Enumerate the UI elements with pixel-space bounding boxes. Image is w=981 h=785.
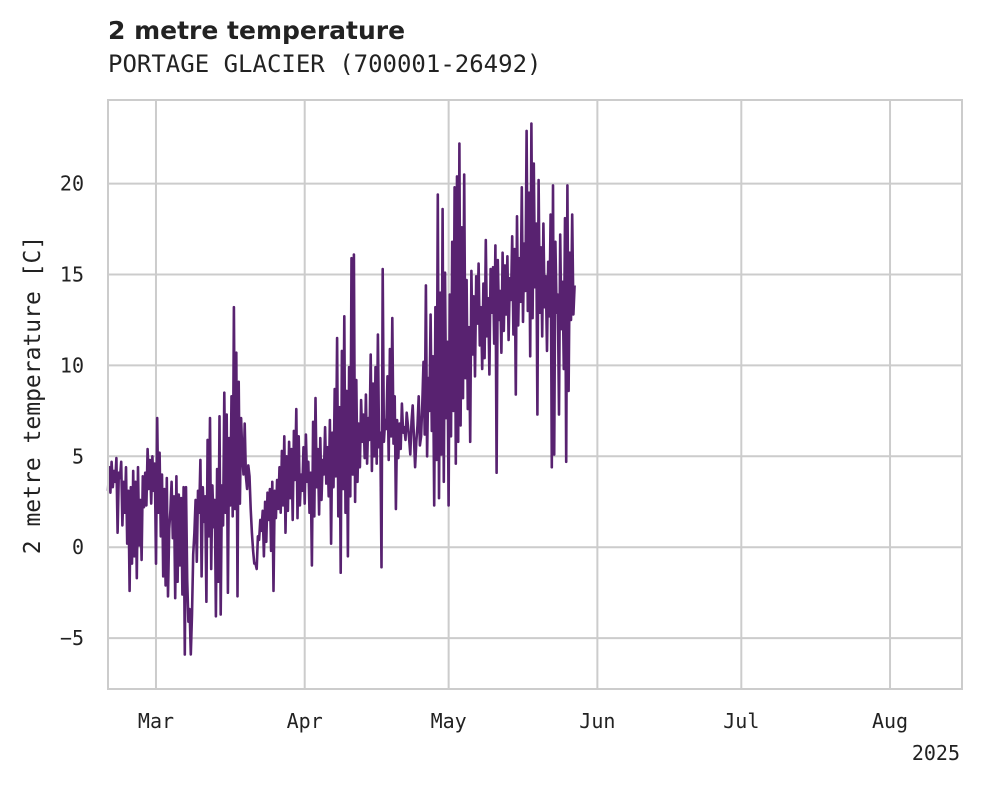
y-axis-label: 2 metre temperature [C]: [20, 236, 46, 555]
y-tick-label: 0: [72, 535, 84, 559]
y-tick-label: 20: [60, 172, 84, 196]
year-label: 2025: [912, 741, 960, 765]
series-layer: [106, 122, 576, 656]
x-tick-label: Aug: [872, 709, 908, 733]
y-tick-label: 5: [72, 444, 84, 468]
plot-frame: [107, 99, 963, 690]
y-tick-label: −5: [60, 626, 84, 650]
y-tick-label: 10: [60, 353, 84, 377]
chart-title: 2 metre temperature: [108, 16, 406, 45]
x-tick-label: Apr: [287, 709, 323, 733]
chart-subtitle: PORTAGE GLACIER (700001-26492): [108, 50, 542, 78]
x-tick-label: Jul: [723, 709, 759, 733]
x-tick-label: Jun: [579, 709, 615, 733]
x-tick-label: May: [431, 709, 467, 733]
tick-labels: −5 0 5 10 15 20 Mar Apr May Jun Jul Aug: [60, 172, 908, 733]
y-tick-label: 15: [60, 263, 84, 287]
x-tick-label: Mar: [138, 709, 174, 733]
grid-lines: [108, 100, 962, 689]
temperature-line: [106, 122, 576, 656]
